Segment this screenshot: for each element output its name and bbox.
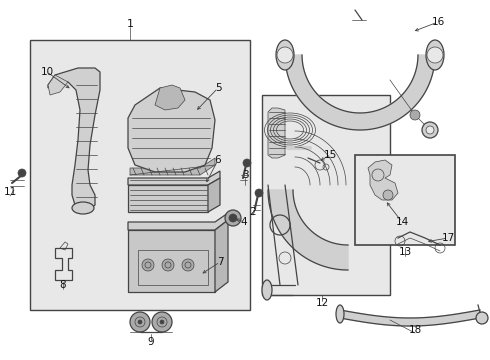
Bar [355,155,455,245]
Polygon shape [368,160,398,200]
Text: 14: 14 [395,217,409,227]
Circle shape [277,47,293,63]
Bar [138,250,208,285]
Polygon shape [340,310,480,326]
Bar [30,40,250,310]
Polygon shape [155,85,185,110]
Circle shape [160,320,164,324]
Circle shape [243,159,251,167]
Text: 8: 8 [60,280,66,290]
Text: 5: 5 [215,83,221,93]
Polygon shape [215,220,228,292]
Text: 17: 17 [441,233,455,243]
Circle shape [130,312,150,332]
Polygon shape [48,68,100,210]
Text: 3: 3 [242,170,248,180]
Text: 2: 2 [250,207,256,217]
Polygon shape [208,178,220,212]
Circle shape [182,259,194,271]
Polygon shape [268,108,285,158]
Polygon shape [268,190,348,270]
Ellipse shape [262,280,272,300]
Circle shape [427,47,443,63]
Polygon shape [128,171,220,185]
Bar [262,95,390,295]
Circle shape [18,169,26,177]
Polygon shape [128,213,228,230]
Ellipse shape [426,40,444,70]
Bar [128,230,215,292]
Circle shape [426,126,434,134]
Polygon shape [130,158,215,175]
Circle shape [410,110,420,120]
Circle shape [142,259,154,271]
Circle shape [422,122,438,138]
Text: 11: 11 [3,187,17,197]
Polygon shape [48,75,68,95]
Circle shape [383,190,393,200]
Ellipse shape [336,305,344,323]
Text: 13: 13 [398,247,412,257]
Text: 16: 16 [431,17,444,27]
Text: 4: 4 [241,217,247,227]
Text: 7: 7 [217,257,223,267]
Text: 9: 9 [147,337,154,347]
Circle shape [138,320,142,324]
Polygon shape [128,88,215,172]
Ellipse shape [276,40,294,70]
Text: 18: 18 [408,325,421,335]
Text: 6: 6 [215,155,221,165]
Ellipse shape [72,202,94,214]
Circle shape [476,312,488,324]
Circle shape [225,210,241,226]
Text: 12: 12 [316,298,329,308]
Text: 10: 10 [41,67,53,77]
Text: 1: 1 [126,19,133,29]
Bar [128,185,208,212]
Circle shape [255,189,263,197]
Text: 15: 15 [323,150,337,160]
Polygon shape [285,55,435,130]
Circle shape [229,214,237,222]
Circle shape [152,312,172,332]
Circle shape [162,259,174,271]
